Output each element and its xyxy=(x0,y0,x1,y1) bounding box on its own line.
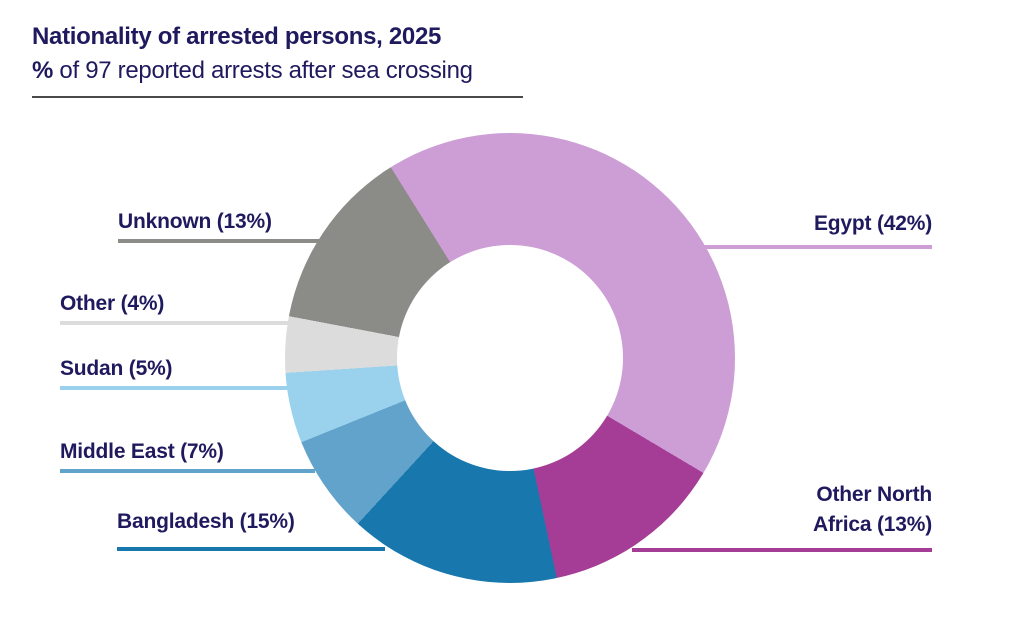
segment-label-text: Egypt (42%) xyxy=(814,212,932,235)
segment-label-bangladesh: Bangladesh (15%) xyxy=(117,509,385,551)
leader-line-other-north-africa xyxy=(632,548,932,552)
segment-label-text: Sudan (5%) xyxy=(60,357,173,380)
segment-label-egypt: Egypt (42%) xyxy=(703,211,932,249)
leader-line-sudan xyxy=(60,386,288,390)
leader-line-other xyxy=(60,321,290,325)
segment-label-unknown: Unknown (13%) xyxy=(118,209,321,243)
segment-label-sudan: Sudan (5%) xyxy=(60,356,288,390)
chart-header: Nationality of arrested persons, 2025 % … xyxy=(32,22,523,98)
segment-label-text: Middle East (7%) xyxy=(60,440,224,463)
segment-label-text: Bangladesh (15%) xyxy=(117,510,295,533)
segment-label-other-north-africa: Other North Africa (13%) xyxy=(632,480,932,552)
leader-line-middle-east xyxy=(60,469,315,473)
segment-label-text: Unknown (13%) xyxy=(118,210,272,233)
segment-label-middle-east: Middle East (7%) xyxy=(60,439,315,473)
leader-line-egypt xyxy=(703,245,932,249)
segment-label-text: Other (4%) xyxy=(60,292,165,315)
donut-hole xyxy=(397,245,623,471)
subtitle-percent-sign: % xyxy=(32,57,54,84)
leader-line-unknown xyxy=(118,239,321,243)
page-subtitle: % of 97 reported arrests after sea cross… xyxy=(32,56,523,86)
page-title: Nationality of arrested persons, 2025 xyxy=(32,23,442,50)
segment-label-other: Other (4%) xyxy=(60,291,290,325)
subtitle-text: of 97 reported arrests after sea crossin… xyxy=(53,57,473,84)
segment-label-text: Other North Africa (13%) xyxy=(813,483,932,536)
leader-line-bangladesh xyxy=(117,547,385,551)
